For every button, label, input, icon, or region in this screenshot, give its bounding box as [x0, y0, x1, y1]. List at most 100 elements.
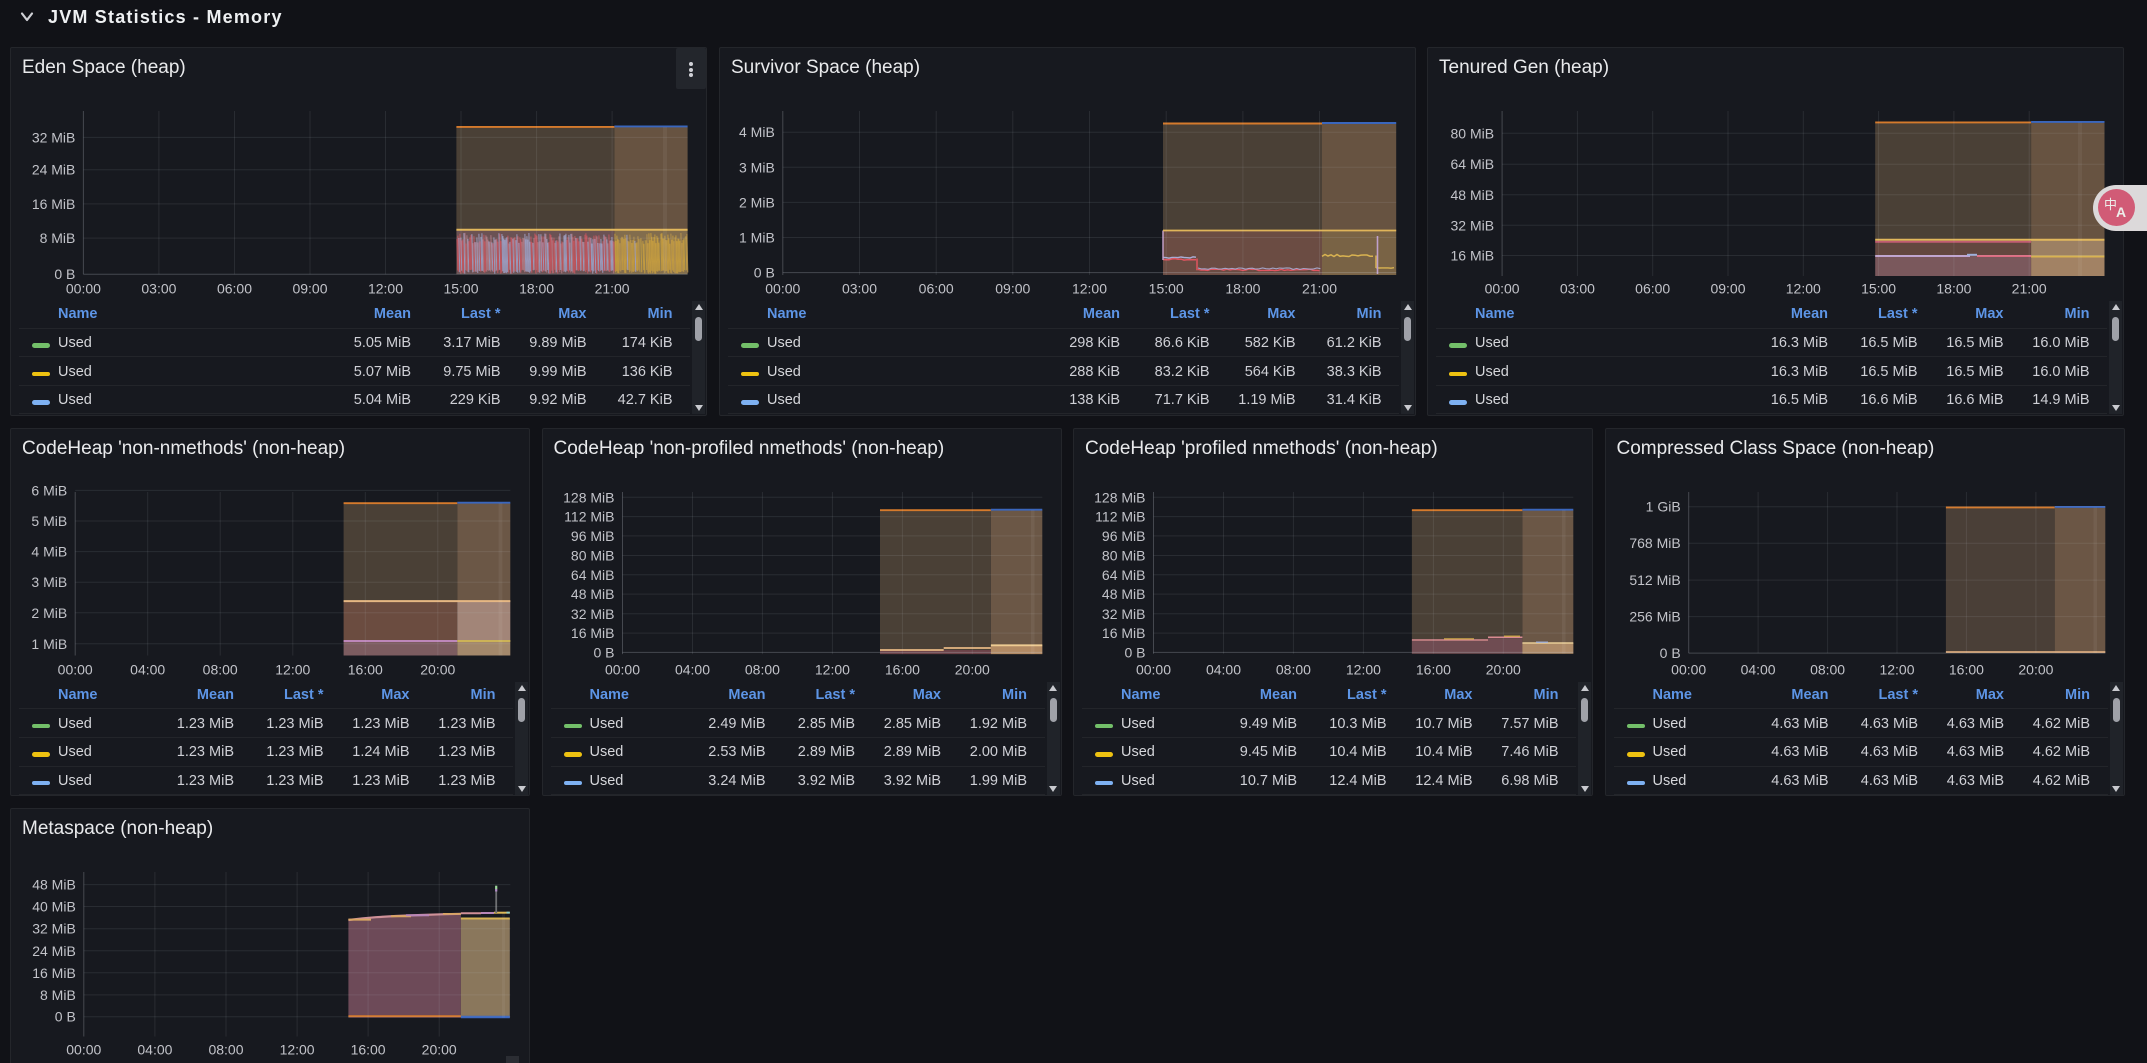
svg-text:0 B: 0 B [593, 644, 614, 660]
svg-text:0 B: 0 B [54, 266, 75, 282]
svg-text:32 MiB: 32 MiB [570, 605, 614, 621]
svg-text:0 B: 0 B [55, 1008, 76, 1024]
svg-text:128 MiB: 128 MiB [563, 489, 614, 505]
svg-text:32 MiB: 32 MiB [32, 129, 76, 145]
svg-text:15:00: 15:00 [1149, 281, 1184, 297]
svg-text:20:00: 20:00 [420, 661, 455, 677]
svg-text:18:00: 18:00 [1225, 281, 1260, 297]
svg-text:21:00: 21:00 [2012, 281, 2047, 297]
svg-text:32 MiB: 32 MiB [1451, 217, 1495, 233]
svg-text:18:00: 18:00 [519, 281, 554, 297]
svg-text:00:00: 00:00 [66, 281, 101, 297]
svg-text:08:00: 08:00 [1276, 661, 1311, 677]
svg-text:15:00: 15:00 [1861, 281, 1896, 297]
svg-text:16:00: 16:00 [351, 1041, 386, 1057]
svg-text:16:00: 16:00 [1948, 661, 1983, 677]
svg-text:00:00: 00:00 [58, 661, 93, 677]
svg-text:16 MiB: 16 MiB [1102, 625, 1146, 641]
svg-text:09:00: 09:00 [1710, 281, 1745, 297]
svg-text:00:00: 00:00 [1136, 661, 1171, 677]
svg-text:08:00: 08:00 [203, 661, 238, 677]
svg-text:4 MiB: 4 MiB [31, 543, 67, 559]
svg-text:112 MiB: 112 MiB [564, 508, 614, 524]
svg-text:20:00: 20:00 [1486, 661, 1521, 677]
svg-text:00:00: 00:00 [66, 1041, 101, 1057]
svg-text:112 MiB: 112 MiB [1095, 508, 1145, 524]
svg-text:03:00: 03:00 [141, 281, 176, 297]
svg-text:48 MiB: 48 MiB [570, 586, 614, 602]
svg-text:00:00: 00:00 [604, 661, 639, 677]
svg-text:8 MiB: 8 MiB [40, 986, 76, 1002]
svg-text:00:00: 00:00 [1485, 281, 1520, 297]
svg-text:16 MiB: 16 MiB [32, 964, 76, 980]
svg-text:08:00: 08:00 [208, 1041, 243, 1057]
svg-text:12:00: 12:00 [280, 1041, 315, 1057]
svg-text:96 MiB: 96 MiB [1102, 527, 1146, 543]
svg-text:09:00: 09:00 [995, 281, 1030, 297]
svg-text:04:00: 04:00 [674, 661, 709, 677]
svg-text:12:00: 12:00 [275, 661, 310, 677]
svg-text:20:00: 20:00 [2018, 661, 2053, 677]
svg-text:1 MiB: 1 MiB [739, 230, 775, 246]
svg-text:80 MiB: 80 MiB [570, 547, 614, 563]
svg-text:32 MiB: 32 MiB [32, 920, 76, 936]
svg-text:12:00: 12:00 [1786, 281, 1821, 297]
svg-text:06:00: 06:00 [1635, 281, 1670, 297]
svg-text:04:00: 04:00 [1740, 661, 1775, 677]
svg-text:20:00: 20:00 [422, 1041, 457, 1057]
svg-text:06:00: 06:00 [919, 281, 954, 297]
svg-text:04:00: 04:00 [137, 1041, 172, 1057]
svg-text:00:00: 00:00 [1671, 661, 1706, 677]
svg-text:64 MiB: 64 MiB [1102, 566, 1146, 582]
svg-text:768 MiB: 768 MiB [1629, 535, 1680, 551]
svg-text:09:00: 09:00 [292, 281, 327, 297]
svg-text:48 MiB: 48 MiB [1102, 586, 1146, 602]
svg-text:00:00: 00:00 [765, 281, 800, 297]
svg-text:16 MiB: 16 MiB [570, 625, 614, 641]
svg-text:0 B: 0 B [1124, 644, 1145, 660]
svg-text:2 MiB: 2 MiB [739, 194, 775, 210]
svg-text:256 MiB: 256 MiB [1629, 608, 1680, 624]
svg-text:20:00: 20:00 [954, 661, 989, 677]
svg-text:1 MiB: 1 MiB [31, 635, 67, 651]
svg-text:21:00: 21:00 [1302, 281, 1337, 297]
svg-text:5 MiB: 5 MiB [31, 513, 67, 529]
svg-text:48 MiB: 48 MiB [32, 876, 76, 892]
svg-text:3 MiB: 3 MiB [31, 574, 67, 590]
svg-text:04:00: 04:00 [1206, 661, 1241, 677]
svg-text:12:00: 12:00 [1072, 281, 1107, 297]
svg-text:12:00: 12:00 [1879, 661, 1914, 677]
svg-text:8 MiB: 8 MiB [40, 230, 76, 246]
svg-text:16:00: 16:00 [348, 661, 383, 677]
svg-text:2 MiB: 2 MiB [31, 604, 67, 620]
svg-text:96 MiB: 96 MiB [570, 527, 614, 543]
svg-text:12:00: 12:00 [814, 661, 849, 677]
svg-text:80 MiB: 80 MiB [1451, 125, 1495, 141]
svg-text:128 MiB: 128 MiB [1094, 489, 1145, 505]
svg-text:40 MiB: 40 MiB [32, 898, 76, 914]
svg-text:12:00: 12:00 [1346, 661, 1381, 677]
svg-text:04:00: 04:00 [130, 661, 165, 677]
svg-text:03:00: 03:00 [842, 281, 877, 297]
svg-text:6 MiB: 6 MiB [31, 482, 67, 498]
svg-text:24 MiB: 24 MiB [32, 162, 76, 178]
svg-text:4 MiB: 4 MiB [739, 124, 775, 140]
svg-text:16:00: 16:00 [1416, 661, 1451, 677]
svg-text:512 MiB: 512 MiB [1629, 572, 1680, 588]
svg-text:0 B: 0 B [1659, 645, 1680, 661]
svg-text:32 MiB: 32 MiB [1102, 605, 1146, 621]
svg-text:16 MiB: 16 MiB [32, 196, 76, 212]
svg-text:64 MiB: 64 MiB [1451, 156, 1495, 172]
svg-text:16:00: 16:00 [884, 661, 919, 677]
svg-text:08:00: 08:00 [744, 661, 779, 677]
svg-text:16 MiB: 16 MiB [1451, 248, 1495, 264]
svg-text:80 MiB: 80 MiB [1102, 547, 1146, 563]
svg-text:21:00: 21:00 [595, 281, 630, 297]
svg-text:1 GiB: 1 GiB [1645, 498, 1680, 514]
svg-text:15:00: 15:00 [443, 281, 478, 297]
svg-text:18:00: 18:00 [1936, 281, 1971, 297]
svg-text:0 B: 0 B [754, 265, 775, 281]
svg-text:24 MiB: 24 MiB [32, 942, 76, 958]
svg-text:12:00: 12:00 [368, 281, 403, 297]
svg-text:48 MiB: 48 MiB [1451, 187, 1495, 203]
